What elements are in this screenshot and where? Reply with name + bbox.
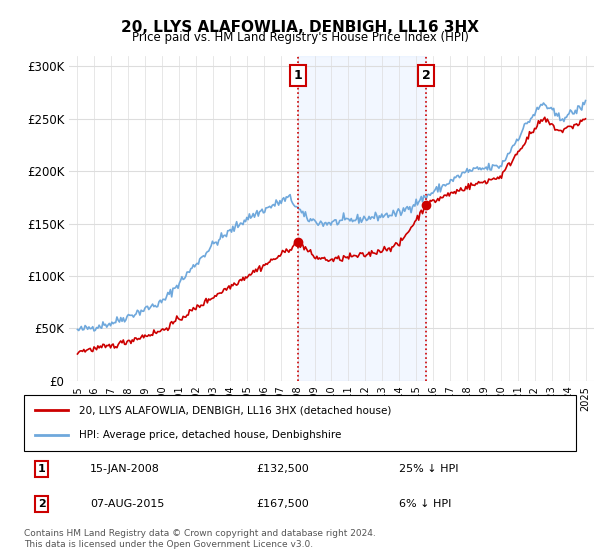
- Text: Contains HM Land Registry data © Crown copyright and database right 2024.
This d: Contains HM Land Registry data © Crown c…: [24, 529, 376, 549]
- Text: 1: 1: [38, 464, 46, 474]
- Text: 25% ↓ HPI: 25% ↓ HPI: [400, 464, 459, 474]
- Text: 07-AUG-2015: 07-AUG-2015: [90, 499, 164, 509]
- Text: 1: 1: [294, 69, 302, 82]
- Text: £132,500: £132,500: [256, 464, 308, 474]
- Text: HPI: Average price, detached house, Denbighshire: HPI: Average price, detached house, Denb…: [79, 430, 341, 440]
- Bar: [298, 56, 426, 381]
- Text: 20, LLYS ALAFOWLIA, DENBIGH, LL16 3HX: 20, LLYS ALAFOWLIA, DENBIGH, LL16 3HX: [121, 20, 479, 35]
- Text: 2: 2: [422, 69, 430, 82]
- Text: 2: 2: [38, 499, 46, 509]
- Text: 6% ↓ HPI: 6% ↓ HPI: [400, 499, 452, 509]
- Text: £167,500: £167,500: [256, 499, 308, 509]
- Text: 15-JAN-2008: 15-JAN-2008: [90, 464, 160, 474]
- Text: Price paid vs. HM Land Registry's House Price Index (HPI): Price paid vs. HM Land Registry's House …: [131, 31, 469, 44]
- Text: 20, LLYS ALAFOWLIA, DENBIGH, LL16 3HX (detached house): 20, LLYS ALAFOWLIA, DENBIGH, LL16 3HX (d…: [79, 405, 392, 416]
- FancyBboxPatch shape: [24, 395, 576, 451]
